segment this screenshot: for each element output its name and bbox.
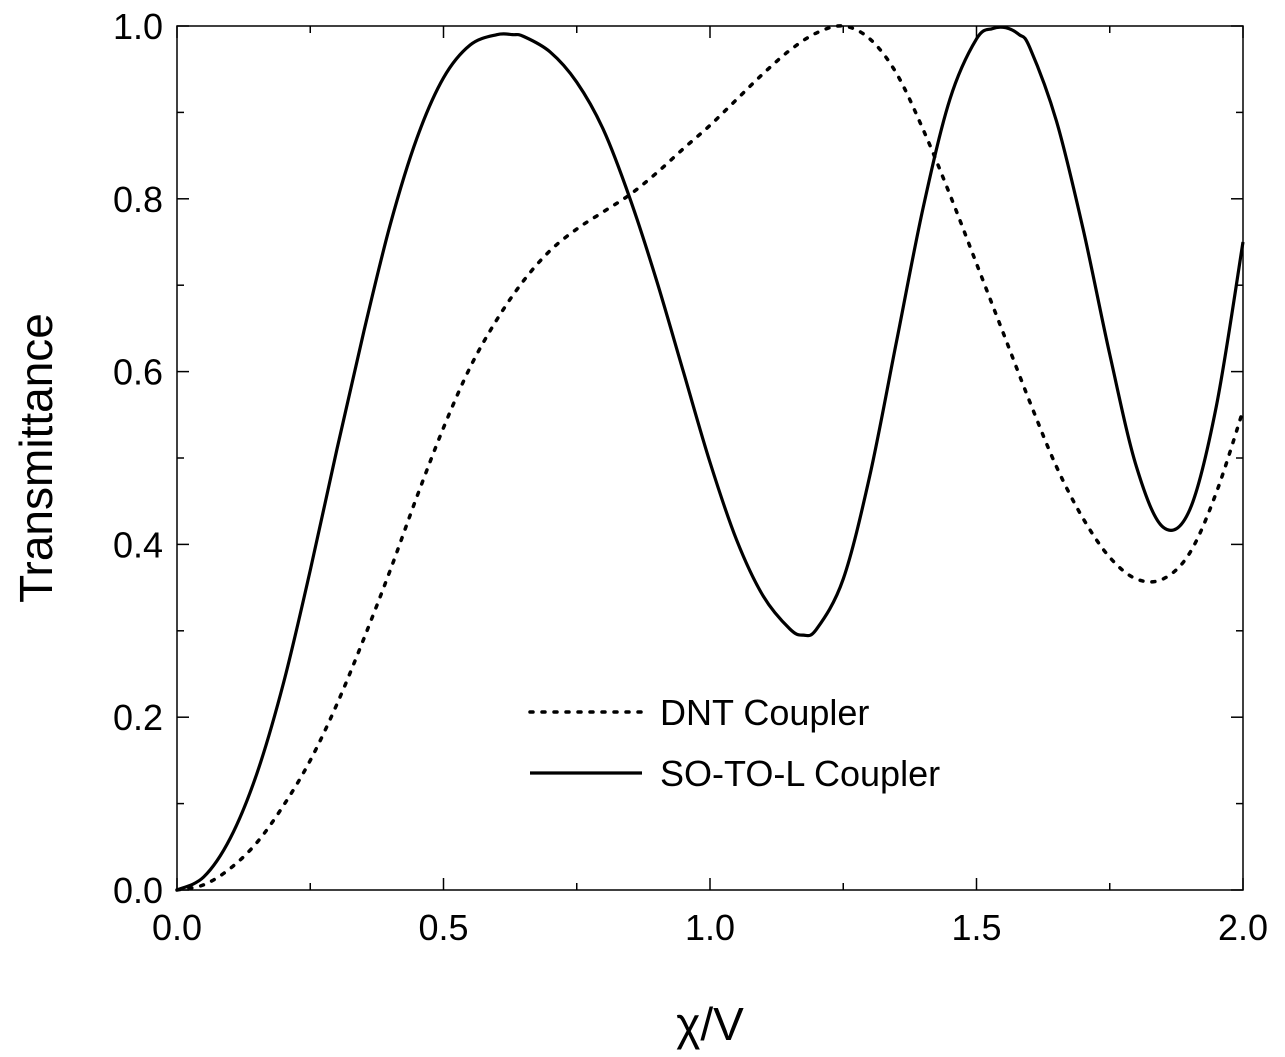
legend: DNT Coupler SO-TO-L Coupler bbox=[528, 692, 940, 794]
tick-labels: 0.0 0.5 1.0 1.5 2.0 0.0 0.2 0.4 0.6 0.8 1.0 bbox=[113, 6, 1268, 948]
x-tick-label: 1.5 bbox=[951, 907, 1001, 948]
y-tick-label: 0.2 bbox=[113, 697, 163, 738]
x-tick-label: 0.5 bbox=[418, 907, 468, 948]
y-tick-label: 0.4 bbox=[113, 524, 163, 565]
plot-frame bbox=[176, 25, 1244, 891]
series-lines bbox=[175, 24, 1245, 892]
y-tick-label: 0.8 bbox=[113, 179, 163, 220]
series-line-dnt bbox=[175, 24, 1245, 892]
legend-label-dnt: DNT Coupler bbox=[660, 692, 869, 733]
legend-label-so-to-l: SO-TO-L Coupler bbox=[660, 753, 940, 794]
x-tick-label: 0.0 bbox=[152, 907, 202, 948]
y-tick-label: 0.6 bbox=[113, 352, 163, 393]
y-tick-label: 0.0 bbox=[113, 870, 163, 911]
y-tick-label: 1.0 bbox=[113, 6, 163, 47]
x-tick-label: 1.0 bbox=[685, 907, 735, 948]
x-axis-title: χ/V bbox=[676, 998, 744, 1050]
x-tick-label: 2.0 bbox=[1218, 907, 1268, 948]
y-axis-title: Transmittance bbox=[10, 313, 62, 603]
series-line-so-to-l bbox=[176, 25, 1245, 892]
